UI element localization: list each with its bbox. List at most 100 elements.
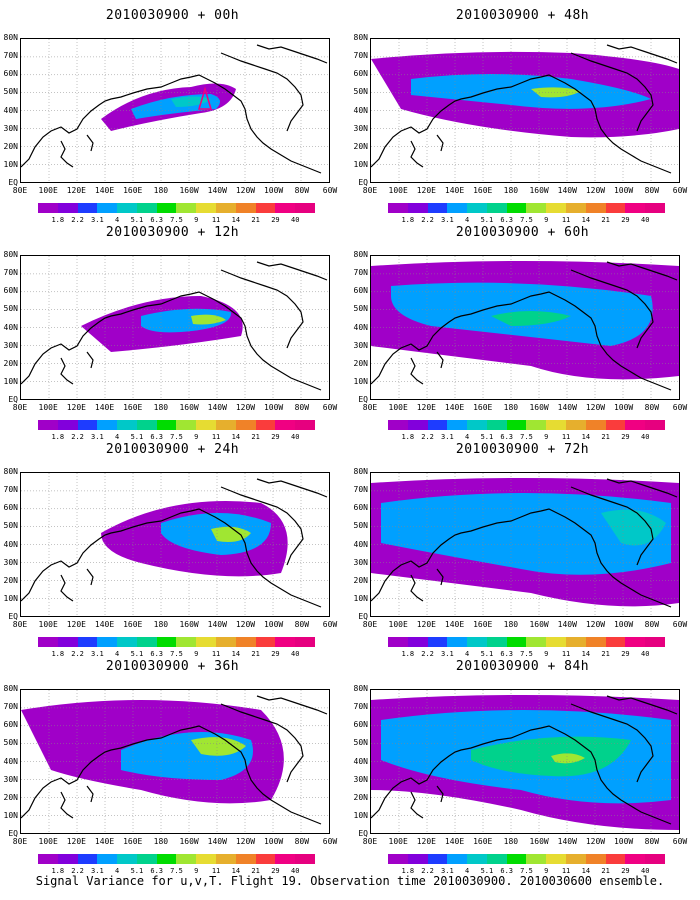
colorbar-swatch	[156, 420, 177, 430]
lon-label: 100W	[263, 186, 284, 195]
figure-caption: Signal Variance for u,v,T. Flight 19. Ob…	[35, 874, 665, 888]
lat-label: 80N	[3, 467, 18, 476]
lon-label: 60W	[672, 837, 688, 846]
colorbar-tick-label: 29	[621, 867, 630, 875]
lon-label: 100E	[38, 620, 58, 629]
lat-label: 30N	[3, 557, 18, 567]
lat-label: 20N	[3, 792, 18, 802]
colorbar-tick-label: 1.8	[401, 216, 415, 224]
lat-label: 80N	[3, 250, 18, 259]
colorbar-tick-label: 40	[290, 867, 300, 875]
lon-label: 60W	[672, 186, 688, 195]
map-panel: 2010030900 + 60h 80N 70N 60N 50N 40N 30N 20N 10N…	[350, 225, 695, 445]
lon-label: 160W	[529, 837, 549, 846]
lon-label: 80E	[362, 403, 378, 412]
map-area	[20, 472, 330, 617]
colorbar-swatch	[57, 203, 78, 213]
lat-label: 10N	[3, 159, 18, 169]
colorbar-swatch	[117, 420, 137, 430]
colorbar-tick-label: 9	[194, 216, 199, 224]
colorbar-tick-label: 29	[621, 216, 630, 224]
colorbar-tick-label: 14	[581, 650, 591, 658]
lat-label: 60N	[353, 503, 368, 513]
colorbar-swatch	[447, 637, 468, 647]
colorbar-swatch	[136, 420, 157, 430]
colorbar-tick-label: 5.1	[480, 216, 494, 224]
lon-label: 140W	[557, 403, 577, 412]
lat-label: 70N	[3, 268, 18, 278]
lat-label: 20N	[353, 575, 368, 585]
colorbar-swatch	[117, 203, 137, 213]
colorbar-swatch	[605, 854, 626, 864]
colorbar-swatch	[585, 420, 606, 430]
colorbar-swatch	[506, 854, 527, 864]
colorbar-tick-label: 6.3	[150, 433, 164, 441]
colorbar-tick-label: 9	[194, 867, 199, 875]
lon-label: 160W	[529, 620, 549, 629]
lon-label: 100W	[613, 403, 634, 412]
panel-title: 2010030900 + 12h	[105, 225, 240, 240]
lon-label: 140W	[207, 837, 227, 846]
lon-label: 140W	[557, 186, 577, 195]
colorbar-tick-label: 7.5	[520, 433, 533, 441]
colorbar	[38, 203, 315, 213]
lon-label: 120W	[585, 837, 606, 846]
lon-label: 160E	[123, 403, 143, 412]
colorbar-tick-label: 6.3	[150, 216, 164, 224]
colorbar-tick-label: 7.5	[170, 650, 183, 658]
colorbar-tick-label: 40	[290, 650, 300, 658]
map-area	[20, 689, 330, 834]
colorbar-swatch	[97, 203, 118, 213]
colorbar-tick-label: 11	[211, 433, 221, 441]
map-panel: 2010030900 + 48h 80N 70N 60N 50N 40N 30N 20N 10N…	[350, 8, 695, 228]
colorbar-swatch	[526, 854, 547, 864]
lat-label: 10N	[353, 376, 368, 386]
colorbar-tick-label: 11	[561, 216, 571, 224]
lon-label: 140E	[444, 620, 465, 629]
colorbar-swatch	[427, 420, 448, 430]
map-area	[20, 38, 330, 183]
colorbar-swatch	[38, 637, 58, 647]
colorbar-swatch	[235, 203, 256, 213]
colorbar-tick-label: 6.3	[500, 867, 514, 875]
colorbar-swatch	[605, 420, 626, 430]
colorbar-tick-label: 5.1	[130, 650, 144, 658]
lat-label: 80N	[353, 684, 368, 693]
colorbar-swatch	[176, 203, 197, 213]
colorbar-tick-label: 40	[640, 433, 650, 441]
colorbar-swatch	[486, 637, 507, 647]
lat-label: 80N	[3, 33, 18, 42]
lon-label: 140E	[94, 837, 115, 846]
lon-label: 80W	[294, 186, 310, 195]
colorbar-tick-label: 6.3	[500, 216, 514, 224]
colorbar-swatch	[176, 420, 197, 430]
lat-label: 10N	[353, 159, 368, 169]
lat-label: 60N	[3, 286, 18, 296]
colorbar-tick-label: 11	[561, 867, 571, 875]
colorbar-tick-label: 21	[251, 867, 260, 875]
colorbar-tick-label: 29	[621, 650, 630, 658]
colorbar-swatch	[176, 637, 197, 647]
colorbar-swatch	[176, 854, 197, 864]
colorbar-tick-label: 4	[115, 433, 120, 441]
lon-label: 180	[153, 186, 169, 195]
colorbar-tick-label: 2.2	[421, 650, 434, 658]
colorbar-tick-label: 40	[640, 867, 650, 875]
colorbar	[388, 637, 665, 647]
colorbar-swatch	[566, 854, 586, 864]
colorbar	[388, 203, 665, 213]
colorbar-swatch	[506, 637, 527, 647]
colorbar-ticks: 1.8 2.2 3.1 4 5.1 6.3 7.5 9 11 14 21 29 40	[38, 650, 315, 658]
lat-label: 60N	[3, 503, 18, 513]
lat-label: 40N	[3, 322, 18, 332]
colorbar-tick-label: 3.1	[441, 650, 454, 658]
lon-label: 140W	[207, 403, 227, 412]
lat-label: 50N	[3, 304, 18, 314]
colorbar-swatch	[97, 854, 118, 864]
colorbar-swatch	[467, 420, 487, 430]
colorbar	[388, 854, 665, 864]
map-panel: 2010030900 + 84h 80N 70N 60N 50N 40N 30N 20N 10N…	[350, 659, 695, 879]
colorbar-swatch	[467, 203, 487, 213]
lat-label: EQ	[358, 612, 368, 621]
colorbar-tick-label: 6.3	[150, 650, 164, 658]
